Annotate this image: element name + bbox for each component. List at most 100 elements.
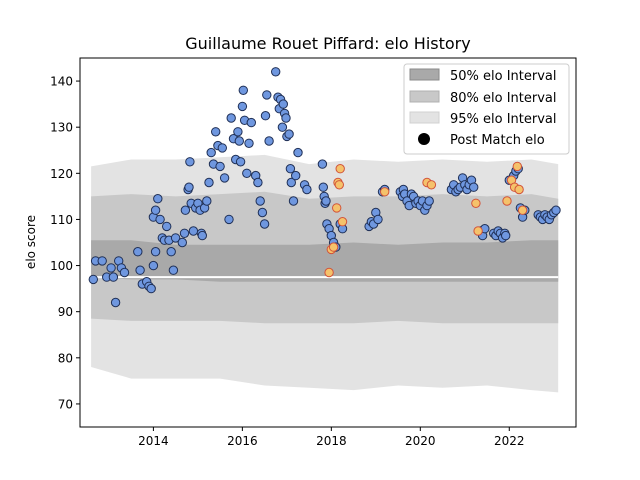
legend-label-50: 50% elo Interval [450,69,557,84]
point-highlight [473,226,483,236]
x-tick-label: 2014 [138,434,169,448]
x-tick-label: 2016 [227,434,258,448]
point-post-match [188,226,199,236]
point-post-match [150,247,161,257]
point-highlight [512,161,522,172]
point-post-match [262,90,272,100]
y-tick-label: 140 [50,75,73,89]
point-post-match [150,205,161,215]
point-post-match [373,214,383,225]
point-post-match [235,157,246,167]
legend-marker-post-match [418,133,430,145]
point-post-match [146,283,156,294]
point-post-match [237,101,248,112]
y-tick-label: 90 [58,305,73,319]
point-post-match [106,263,116,273]
point-post-match [162,221,172,232]
band-50 [91,240,559,282]
point-post-match [253,177,263,188]
point-post-match [233,127,243,137]
point-highlight [324,267,334,278]
chart-title: Guillaume Rouet Piffard: elo History [185,34,470,53]
point-post-match [424,196,434,206]
point-post-match [281,113,291,123]
point-post-match [170,233,181,243]
point-post-match [259,219,270,229]
y-tick-label: 80 [58,351,73,365]
point-highlight [471,198,481,209]
data-points [88,67,561,308]
point-post-match [285,164,296,174]
point-post-match [264,136,274,146]
point-post-match [168,265,179,275]
y-tick-label: 70 [58,397,73,411]
point-post-match [180,205,191,215]
point-post-match [135,265,145,275]
legend-label-post-match: Post Match elo [450,133,545,148]
point-post-match [219,173,230,183]
point-post-match [202,196,212,206]
y-axis-label: elo score [24,215,38,269]
point-post-match [278,99,288,109]
point-post-match [255,196,265,206]
point-post-match [286,177,296,188]
point-post-match [551,205,561,215]
point-post-match [260,111,271,121]
point-post-match [318,182,328,192]
y-tick-label: 100 [50,259,73,273]
point-post-match [302,184,312,195]
point-post-match [88,274,99,285]
legend-frame [403,63,570,155]
x-tick-label: 2020 [405,434,436,448]
point-highlight [514,184,524,195]
point-post-match [469,182,479,192]
point-highlight [335,164,345,174]
point-post-match [257,207,268,218]
point-post-match [184,182,194,192]
point-highlight [332,203,342,213]
legend-swatch-50 [409,68,440,81]
point-post-match [238,85,249,96]
y-tick-label: 130 [50,121,73,135]
point-post-match [133,247,143,257]
point-post-match [206,147,216,158]
y-axis: 70 80 90 100 110 120 130 140 [50,75,80,411]
point-post-match [321,196,331,206]
point-post-match [155,214,165,225]
point-highlight [517,205,528,215]
point-highlight [502,196,512,206]
point-post-match [204,177,214,188]
point-post-match [179,228,190,239]
point-post-match [271,67,281,77]
point-post-match [277,122,288,132]
legend: 50% elo Interval 80% elo Interval 95% el… [403,63,570,155]
point-post-match [234,136,245,146]
point-post-match [288,196,299,206]
x-tick-label: 2018 [316,434,347,448]
point-post-match [166,247,176,257]
point-post-match [217,143,228,153]
point-post-match [242,168,252,179]
point-post-match [224,214,234,225]
point-post-match [148,260,159,271]
point-post-match [197,230,208,241]
point-post-match [226,113,236,123]
point-post-match [284,129,294,139]
y-tick-label: 110 [50,213,73,227]
point-post-match [317,159,328,169]
point-post-match [501,230,511,241]
point-post-match [97,256,107,266]
point-highlight [426,180,437,190]
point-post-match [177,237,188,248]
legend-swatch-80 [409,90,440,103]
legend-swatch-95 [409,111,440,124]
plot-frame [79,57,577,428]
point-post-match [108,272,119,282]
point-highlight [334,180,344,190]
x-axis: 2014 2016 2018 2020 2022 [138,427,525,448]
point-post-match [246,117,257,128]
legend-label-80: 80% elo Interval [450,91,557,106]
point-highlight [380,187,390,197]
x-tick-label: 2022 [494,434,525,448]
